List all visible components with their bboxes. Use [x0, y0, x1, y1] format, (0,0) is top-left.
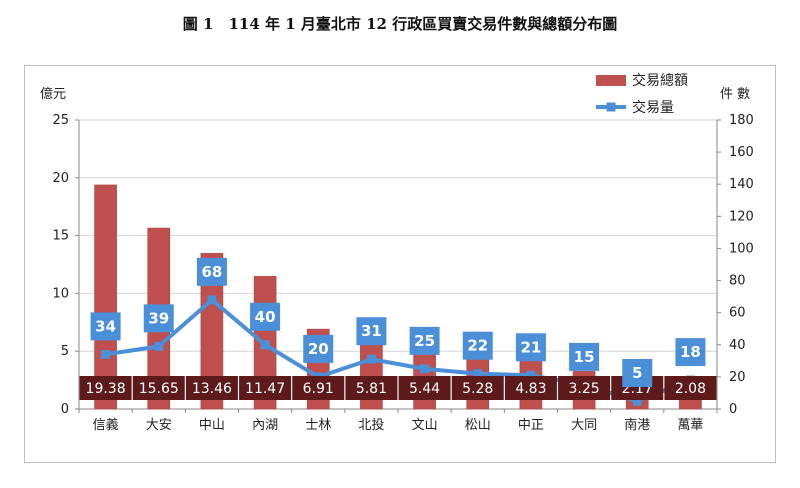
line-data-label: 40 [255, 308, 276, 326]
bar [94, 184, 117, 410]
chart-frame [24, 65, 776, 463]
right-axis-title: 件 數 [720, 87, 750, 102]
left-tick-label: 20 [52, 171, 69, 186]
line-label-box [409, 326, 440, 355]
line-marker [473, 369, 483, 379]
line-marker [154, 341, 164, 351]
bar-data-label: 13.46 [192, 381, 232, 397]
line-data-label: 22 [467, 337, 488, 355]
bar-label-box [345, 376, 398, 400]
right-tick-label: 120 [729, 209, 754, 224]
legend-line-marker [606, 102, 616, 112]
x-tick-label: 北投 [358, 417, 384, 433]
bar-data-label: 2.08 [675, 381, 706, 397]
bar-label-box [132, 376, 185, 400]
line-data-label: 15 [574, 348, 595, 366]
line-marker [366, 354, 376, 364]
left-tick-label: 0 [61, 402, 69, 417]
bar-label-box [292, 376, 345, 400]
line-marker [632, 396, 642, 406]
bar-label-box [79, 376, 132, 400]
x-tick-label: 中山 [199, 418, 225, 433]
left-tick-label: 25 [52, 113, 69, 128]
line-marker [420, 364, 430, 374]
line-data-label: 18 [680, 343, 701, 361]
bar-label-box [239, 376, 292, 400]
right-tick-label: 160 [729, 145, 754, 160]
line-data-label: 34 [95, 317, 116, 335]
bar-label-box [398, 376, 451, 400]
right-tick-label: 0 [729, 402, 737, 417]
left-tick-label: 10 [52, 286, 69, 301]
line-label-box [622, 358, 653, 387]
bar-label-box [664, 376, 717, 400]
x-tick-label: 中正 [518, 418, 544, 433]
right-tick-label: 180 [729, 113, 754, 128]
right-tick-label: 20 [729, 370, 746, 385]
line-data-label: 20 [308, 340, 329, 358]
line-marker [526, 370, 536, 380]
legend-bar-label: 交易總額 [632, 72, 688, 89]
line-marker [101, 349, 111, 359]
line-label-box [90, 312, 121, 341]
bar-data-label: 5.44 [409, 381, 440, 397]
bar-data-label: 11.47 [245, 381, 285, 397]
line-label-box [356, 317, 387, 346]
bar-data-label: 6.91 [303, 381, 334, 397]
line-label-box [569, 342, 600, 371]
x-tick-label: 大同 [571, 418, 597, 433]
line-marker [207, 295, 217, 305]
bar-label-box [185, 376, 238, 400]
legend-bar-swatch [596, 75, 626, 86]
line-data-label: 5 [632, 364, 642, 382]
line-data-label: 21 [520, 338, 541, 356]
x-tick-label: 信義 [93, 417, 119, 433]
figure-title: 圖 1 114 年 1 月臺北市 12 行政區買賣交易件數與總額分布圖 [182, 15, 618, 33]
bar-data-label: 4.83 [515, 381, 546, 397]
line-label-box [515, 333, 546, 362]
line-label-box [675, 338, 706, 367]
right-tick-label: 80 [729, 274, 746, 289]
line-data-label: 39 [148, 309, 169, 327]
bar-label-box [451, 376, 504, 400]
line-label-box [250, 302, 281, 331]
line-label-box [462, 331, 493, 360]
right-tick-label: 140 [729, 177, 754, 192]
line-label-box [303, 334, 334, 363]
legend-line-label: 交易量 [632, 99, 674, 116]
line-marker [260, 340, 270, 350]
bar [200, 253, 224, 410]
x-tick-label: 內湖 [252, 418, 278, 433]
right-tick-label: 60 [729, 306, 746, 321]
line-data-label: 68 [201, 263, 222, 281]
x-tick-label: 文山 [412, 418, 438, 433]
bar-data-label: 15.65 [139, 381, 179, 397]
bar-label-box [558, 376, 611, 400]
x-tick-label: 士林 [305, 418, 331, 433]
bar-data-label: 3.25 [568, 381, 599, 397]
bar-data-label: 5.81 [356, 381, 387, 397]
bar-data-label: 5.28 [462, 381, 493, 397]
left-tick-label: 15 [52, 229, 69, 244]
left-axis-title: 億元 [40, 86, 66, 102]
x-tick-label: 松山 [465, 418, 491, 433]
line-data-label: 31 [361, 322, 382, 340]
x-tick-label: 萬華 [677, 418, 703, 433]
line-label-box [143, 304, 174, 333]
bar-data-label: 19.38 [86, 381, 126, 397]
left-tick-label: 5 [61, 344, 69, 359]
line-label-box [196, 257, 227, 286]
x-tick-label: 大安 [146, 418, 172, 433]
x-tick-label: 南港 [624, 417, 650, 433]
right-tick-label: 100 [729, 241, 754, 256]
line-data-label: 25 [414, 332, 435, 350]
bar-label-box [504, 376, 557, 400]
right-tick-label: 40 [729, 338, 746, 353]
